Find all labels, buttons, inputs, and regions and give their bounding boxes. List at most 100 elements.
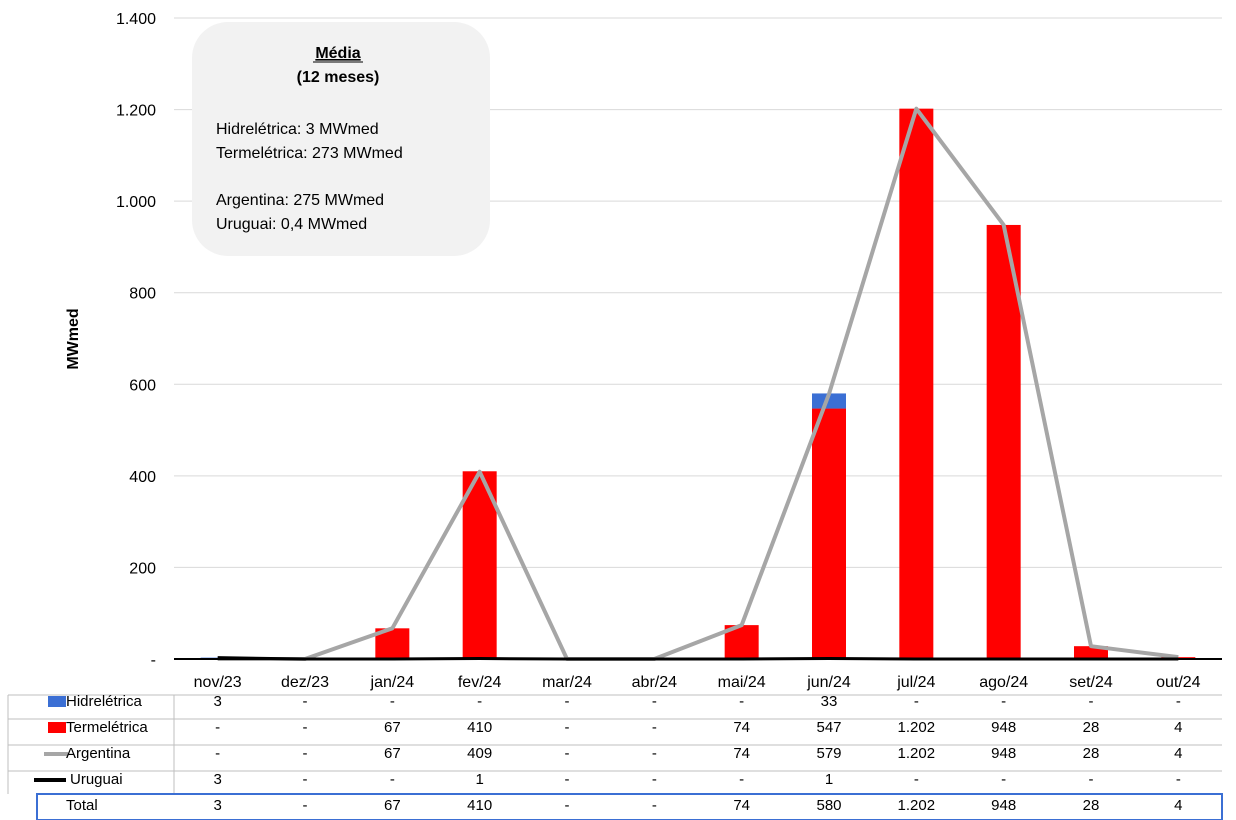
- table-cell: 67: [384, 797, 401, 814]
- table-cell: 3: [213, 797, 221, 814]
- table-cell: -: [652, 719, 657, 736]
- average-box-background: [192, 22, 490, 256]
- table-row-label: Total: [66, 797, 98, 814]
- bar-termeltrica: [899, 108, 934, 660]
- table-cell: -: [303, 797, 308, 814]
- x-tick-label: set/24: [1069, 674, 1113, 691]
- average-argentina: Argentina: 275 MWmed: [216, 192, 384, 209]
- table-cell: -: [303, 771, 308, 788]
- x-tick-label: fev/24: [458, 674, 502, 691]
- y-tick-label: 1.200: [116, 103, 156, 120]
- table-cell: -: [565, 745, 570, 762]
- table-cell: 28: [1083, 797, 1100, 814]
- x-tick-label: mar/24: [542, 674, 592, 691]
- table-cell: -: [303, 745, 308, 762]
- x-tick-label: out/24: [1156, 674, 1201, 691]
- y-axis-ticks: - 200 400 600 800 1.000 1.200 1.400: [116, 11, 156, 669]
- table-cell: 28: [1083, 745, 1100, 762]
- table-cell: -: [1089, 693, 1094, 710]
- table-cell: 580: [816, 797, 841, 814]
- y-tick-label: 800: [129, 286, 156, 303]
- table-cell: -: [565, 693, 570, 710]
- table-cell: -: [739, 693, 744, 710]
- table-cell: 74: [733, 745, 750, 762]
- table-cell: 1.202: [898, 745, 936, 762]
- table-cell: -: [303, 693, 308, 710]
- table-cell: 1.202: [898, 797, 936, 814]
- table-cell: 67: [384, 745, 401, 762]
- table-cell: -: [739, 771, 744, 788]
- average-hidreletrica: Hidrelétrica: 3 MWmed: [216, 121, 379, 138]
- legend-key-termeletrica: [48, 722, 66, 733]
- bar-termeltrica: [1074, 646, 1108, 659]
- table-cell: -: [1089, 771, 1094, 788]
- line-argentina: [217, 106, 1179, 661]
- table-cell: -: [652, 771, 657, 788]
- x-tick-label: nov/23: [194, 674, 242, 691]
- average-box-title: Média: [315, 45, 360, 62]
- y-tick-label: 1.400: [116, 11, 156, 28]
- total-row-box: [36, 793, 1223, 820]
- bar-termeltrica: [986, 224, 1021, 660]
- table-cell: -: [565, 771, 570, 788]
- table-cell: -: [390, 693, 395, 710]
- table-cell: 4: [1174, 745, 1182, 762]
- table-cell: 579: [816, 745, 841, 762]
- y-tick-label: 1.000: [116, 194, 156, 211]
- table-cell: -: [914, 771, 919, 788]
- table-cell: 74: [733, 797, 750, 814]
- average-box-subtitle: (12 meses): [297, 69, 380, 86]
- table-cell: 410: [467, 797, 492, 814]
- table-cell: 3: [213, 771, 221, 788]
- data-table: Hidrelétrica 3- - - - - -33- - - -Termelétrica - -6…: [7, 693, 1223, 820]
- table-row-label: Argentina: [66, 745, 131, 762]
- x-tick-label: ago/24: [979, 674, 1028, 691]
- table-cell: 74: [733, 719, 750, 736]
- x-tick-label: mai/24: [718, 674, 766, 691]
- table-cell: 4: [1174, 719, 1182, 736]
- table-cell: 4: [1174, 797, 1182, 814]
- table-cell: 33: [821, 693, 838, 710]
- table-cell: -: [1001, 693, 1006, 710]
- table-cell: -: [652, 797, 657, 814]
- table-cell: 409: [467, 745, 492, 762]
- x-tick-label: dez/23: [281, 674, 329, 691]
- table-cell: 1: [825, 771, 833, 788]
- table-cell: -: [1176, 693, 1181, 710]
- table-cell: -: [565, 797, 570, 814]
- table-cell: -: [652, 693, 657, 710]
- x-tick-label: abr/24: [632, 674, 677, 691]
- table-cell: -: [565, 719, 570, 736]
- table-cell: -: [303, 719, 308, 736]
- table-cell: 410: [467, 719, 492, 736]
- table-cell: 1: [475, 771, 483, 788]
- table-cell: 948: [991, 797, 1016, 814]
- bar-termeltrica: [812, 408, 846, 659]
- table-cell: 28: [1083, 719, 1100, 736]
- average-box: Média (12 meses) Hidrelétrica: 3 MWmed T…: [192, 22, 490, 256]
- average-uruguai: Uruguai: 0,4 MWmed: [216, 216, 367, 233]
- table-cell: -: [215, 745, 220, 762]
- table-cell: -: [1001, 771, 1006, 788]
- y-tick-label: 400: [129, 469, 156, 486]
- table-cell: -: [1176, 771, 1181, 788]
- table-cell: -: [652, 745, 657, 762]
- table-row-label: Hidrelétrica: [66, 693, 143, 710]
- table-cell: -: [215, 719, 220, 736]
- table-row-label: Termelétrica: [66, 719, 148, 736]
- table-row-label: Uruguai: [70, 771, 123, 788]
- average-termeletrica: Termelétrica: 273 MWmed: [216, 145, 403, 162]
- y-tick-label: -: [151, 652, 156, 669]
- x-tick-label: jun/24: [806, 674, 851, 691]
- bars: [200, 108, 1196, 660]
- table-cell: 547: [816, 719, 841, 736]
- table-cell: -: [914, 693, 919, 710]
- table-cell: 1.202: [898, 719, 936, 736]
- x-axis-categories: nov/23 dez/23 jan/24 fev/24 mar/24 abr/24 mai/…: [194, 674, 1201, 691]
- bar-termeltrica: [462, 471, 497, 659]
- legend-key-hidreletrica: [48, 696, 66, 707]
- table-cell: 3: [213, 693, 221, 710]
- x-tick-label: jul/24: [896, 674, 935, 691]
- x-tick-label: jan/24: [370, 674, 415, 691]
